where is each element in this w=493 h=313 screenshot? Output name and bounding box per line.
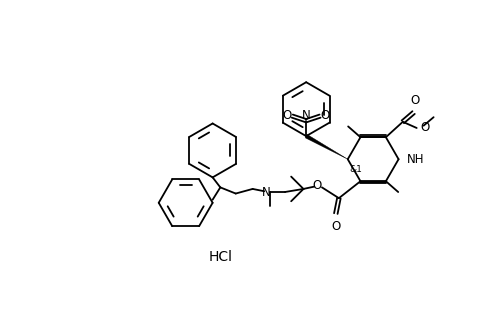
Text: O: O — [421, 121, 430, 135]
Text: O: O — [331, 220, 341, 233]
Text: N: N — [302, 109, 311, 122]
Text: HCl: HCl — [209, 250, 233, 264]
Text: NH: NH — [407, 153, 424, 166]
Text: O: O — [313, 179, 322, 192]
Polygon shape — [305, 135, 348, 159]
Text: O: O — [282, 109, 291, 122]
Text: O: O — [411, 94, 420, 107]
Text: O: O — [321, 109, 330, 122]
Text: &1: &1 — [350, 165, 362, 174]
Text: N: N — [262, 186, 271, 198]
